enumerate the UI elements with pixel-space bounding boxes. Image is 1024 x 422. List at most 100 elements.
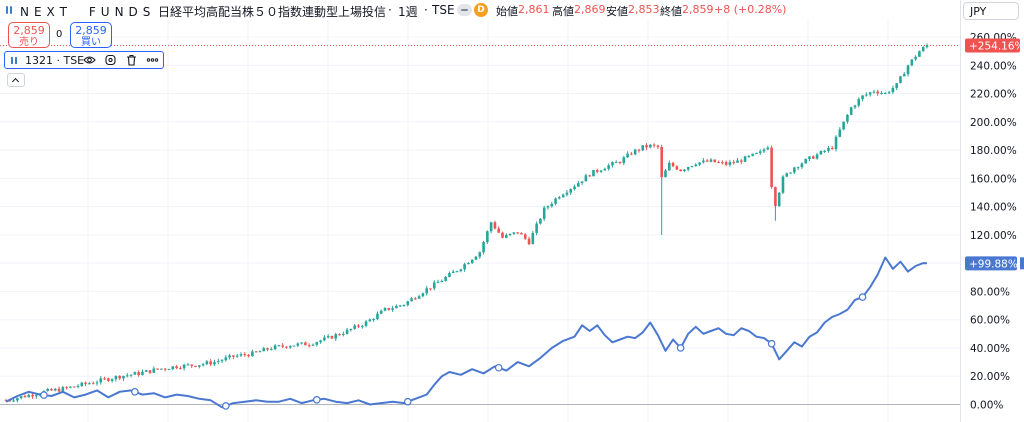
candle-body: [516, 232, 519, 234]
event-marker[interactable]: [131, 387, 139, 396]
separator: ·: [424, 3, 428, 17]
status-dash-badge[interactable]: [457, 4, 472, 16]
candle-body: [319, 340, 322, 343]
data-status-badge[interactable]: D: [474, 3, 488, 17]
candle-body: [766, 147, 770, 150]
event-marker[interactable]: [40, 391, 48, 399]
event-marker[interactable]: [676, 344, 685, 352]
candle-body: [652, 144, 656, 146]
candle-body: [459, 269, 463, 272]
more-icon[interactable]: [146, 54, 159, 66]
candle-body: [573, 186, 576, 190]
candle-body: [296, 343, 300, 346]
candle-body: [190, 364, 194, 366]
interval-label[interactable]: 1週: [398, 5, 418, 19]
candle-body: [194, 365, 197, 367]
last-value-labels: +254.16% +99.88%: [965, 38, 1024, 271]
candle-body: [777, 192, 781, 207]
candle-body: [383, 308, 387, 311]
candle-body: [357, 325, 360, 327]
candle-body: [69, 386, 72, 388]
candle-body: [804, 158, 808, 164]
candle-body: [156, 368, 159, 370]
candle-body: [281, 345, 284, 347]
candle-body: [664, 170, 667, 178]
candle-body: [717, 162, 720, 164]
candle-body: [884, 92, 887, 94]
sell-button[interactable]: 2,859 売り: [8, 22, 50, 48]
buy-button[interactable]: 2,859 買い: [70, 22, 112, 48]
event-marker[interactable]: [494, 363, 503, 372]
candle-body: [406, 301, 410, 306]
price-axis[interactable]: 0.00%20.00%40.00%60.00%80.00%100.00%120.…: [970, 32, 1017, 412]
candle-body: [311, 344, 315, 346]
candle-body: [656, 145, 660, 147]
event-marker[interactable]: [222, 402, 230, 410]
high-label: 高値: [552, 5, 574, 18]
candle-body: [758, 151, 762, 153]
y-tick-label: 180.00%: [970, 145, 1017, 157]
candle-body: [232, 355, 235, 357]
currency-selector[interactable]: JPY: [963, 2, 1019, 20]
candle-body: [61, 387, 65, 392]
candle-body: [99, 378, 103, 383]
trash-icon[interactable]: [125, 54, 138, 66]
candle-body: [243, 354, 247, 356]
compare-last-value-tag: [965, 256, 1017, 271]
close-label: 終値: [660, 5, 682, 18]
candle-body: [141, 371, 144, 375]
event-marker[interactable]: [312, 395, 321, 404]
candle-body: [849, 107, 853, 115]
candle-body: [649, 144, 652, 148]
candle-body: [683, 169, 686, 172]
candle-body: [789, 172, 792, 174]
y-tick-label: 160.00%: [970, 173, 1017, 185]
candle-body: [755, 152, 758, 154]
candle-body: [387, 308, 391, 310]
change-value: +8 (+0.28%): [714, 3, 787, 16]
candle-body: [584, 175, 588, 182]
candle-body: [23, 396, 27, 398]
candle-body: [262, 348, 266, 352]
candle-body: [175, 366, 178, 369]
candle-body: [793, 167, 796, 173]
settings-icon[interactable]: [104, 54, 117, 66]
candle-body: [395, 305, 398, 309]
candle-body: [603, 168, 607, 171]
candle-body: [334, 334, 338, 339]
candle-body: [679, 169, 682, 172]
candle-body: [455, 271, 459, 273]
eye-icon[interactable]: [83, 54, 96, 66]
candle-body: [796, 167, 800, 169]
candle-body: [527, 238, 531, 245]
candle-body: [125, 375, 129, 377]
candle-body: [569, 189, 573, 193]
sell-label: 売り: [19, 37, 39, 48]
event-marker[interactable]: [858, 293, 867, 301]
spread-value: 0: [56, 29, 63, 40]
candle-body: [906, 65, 910, 75]
candle-body: [520, 233, 523, 235]
collapse-legend-button[interactable]: [7, 73, 25, 87]
candle-body: [91, 383, 95, 385]
candle-body: [607, 165, 610, 169]
candle-body: [360, 325, 364, 327]
candle-body: [811, 156, 815, 159]
candle-body: [531, 232, 535, 245]
candle-body: [565, 192, 569, 195]
candle-body: [80, 382, 84, 386]
candle-body: [823, 150, 826, 152]
series-bars-icon: [11, 57, 19, 64]
candle-body: [470, 259, 474, 264]
compare-line-series: [5, 256, 928, 409]
series-legend[interactable]: 1321 · TSE: [4, 51, 164, 69]
candle-body: [671, 162, 675, 167]
candle-body: [614, 162, 618, 164]
event-marker[interactable]: [403, 397, 412, 406]
candle-body: [270, 349, 273, 351]
candle-body: [588, 175, 591, 177]
candle-body: [118, 376, 122, 379]
event-marker[interactable]: [767, 339, 776, 348]
candle-body: [436, 282, 440, 284]
